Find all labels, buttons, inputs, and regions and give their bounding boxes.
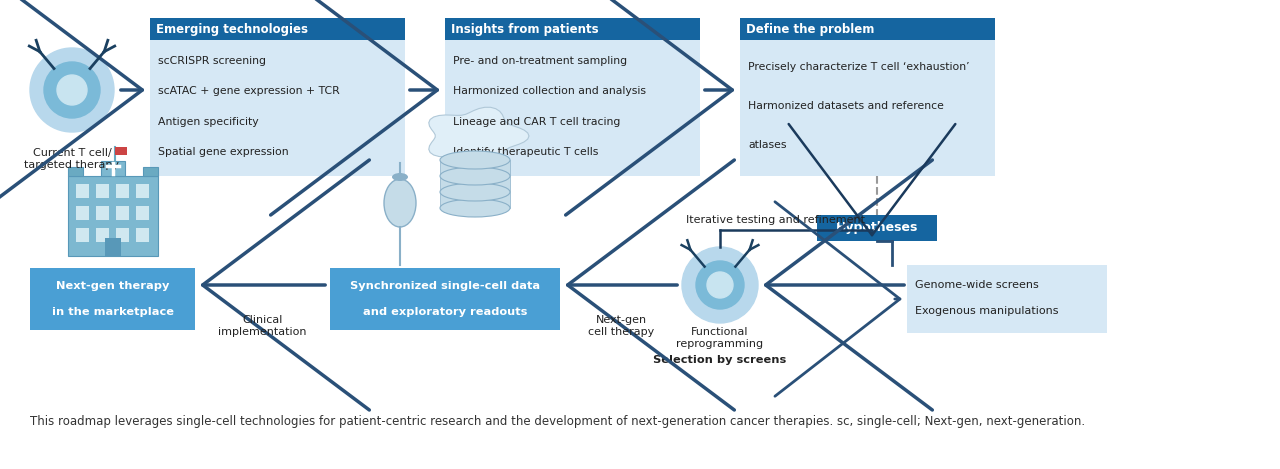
Bar (96, 184, 109, 198)
Text: scCRISPR screening: scCRISPR screening (157, 56, 266, 66)
Bar (96, 228, 109, 242)
Bar (115, 228, 128, 242)
Text: Genome-wide screens: Genome-wide screens (915, 280, 1039, 290)
Text: atlases: atlases (748, 140, 786, 150)
Ellipse shape (440, 167, 509, 185)
Text: Antigen specificity: Antigen specificity (157, 117, 259, 127)
Text: This roadmap leverages single-cell technologies for patient-centric research and: This roadmap leverages single-cell techn… (29, 415, 1085, 428)
Bar (740, 18, 995, 40)
Text: Identify therapeutic T cells: Identify therapeutic T cells (453, 147, 598, 157)
Bar (150, 18, 404, 40)
Bar (96, 206, 109, 220)
Ellipse shape (440, 151, 509, 169)
Bar (740, 18, 995, 176)
Text: Current T cell/
targeted therapy: Current T cell/ targeted therapy (24, 148, 119, 170)
Text: Emerging technologies: Emerging technologies (156, 23, 308, 36)
Bar (76, 206, 88, 220)
Bar (445, 18, 700, 40)
Text: Synchronized single-cell data: Synchronized single-cell data (349, 281, 540, 291)
Bar (115, 206, 128, 220)
Text: and exploratory readouts: and exploratory readouts (362, 307, 527, 317)
Bar (150, 18, 404, 176)
Bar (817, 215, 937, 241)
Bar (68, 167, 82, 176)
Text: in the marketplace: in the marketplace (51, 307, 174, 317)
Text: Iterative testing and refinement: Iterative testing and refinement (686, 215, 865, 225)
Bar (76, 228, 88, 242)
Text: Exogenous manipulations: Exogenous manipulations (915, 306, 1059, 316)
Text: Harmonized datasets and reference: Harmonized datasets and reference (748, 101, 943, 111)
Text: Insights from patients: Insights from patients (451, 23, 599, 36)
Bar (908, 265, 1107, 333)
Ellipse shape (384, 179, 416, 227)
Polygon shape (429, 107, 529, 165)
Ellipse shape (392, 173, 408, 181)
Text: Define the problem: Define the problem (746, 23, 874, 36)
Text: Harmonized collection and analysis: Harmonized collection and analysis (453, 86, 646, 96)
Text: Selection by screens: Selection by screens (653, 355, 787, 365)
Bar (115, 184, 128, 198)
Text: Precisely characterize T cell ‘exhaustion’: Precisely characterize T cell ‘exhaustio… (748, 62, 970, 72)
Circle shape (696, 261, 744, 309)
Text: Lineage and CAR T cell tracing: Lineage and CAR T cell tracing (453, 117, 621, 127)
Text: Clinical
implementation: Clinical implementation (219, 315, 307, 337)
Bar (330, 268, 561, 330)
Bar (105, 238, 120, 256)
Bar (101, 161, 124, 176)
Circle shape (44, 62, 100, 118)
Bar (114, 147, 127, 155)
Circle shape (707, 272, 733, 298)
Ellipse shape (440, 183, 509, 201)
Bar (136, 184, 148, 198)
Bar (136, 228, 148, 242)
Circle shape (29, 48, 114, 132)
Bar (29, 268, 195, 330)
Text: scATAC + gene expression + TCR: scATAC + gene expression + TCR (157, 86, 339, 96)
Text: Pre- and on-treatment sampling: Pre- and on-treatment sampling (453, 56, 627, 66)
Bar (445, 18, 700, 176)
Text: Next-gen
cell therapy: Next-gen cell therapy (588, 315, 654, 337)
Bar (440, 160, 509, 208)
Text: Spatial gene expression: Spatial gene expression (157, 147, 288, 157)
Text: Next-gen therapy: Next-gen therapy (56, 281, 169, 291)
Circle shape (682, 247, 758, 323)
Bar (136, 206, 148, 220)
Text: Hypotheses: Hypotheses (836, 221, 918, 234)
Bar (68, 176, 157, 256)
Circle shape (58, 75, 87, 105)
Bar (142, 167, 157, 176)
Text: Functional
reprogramming: Functional reprogramming (676, 327, 764, 348)
Bar (76, 184, 88, 198)
Ellipse shape (440, 199, 509, 217)
